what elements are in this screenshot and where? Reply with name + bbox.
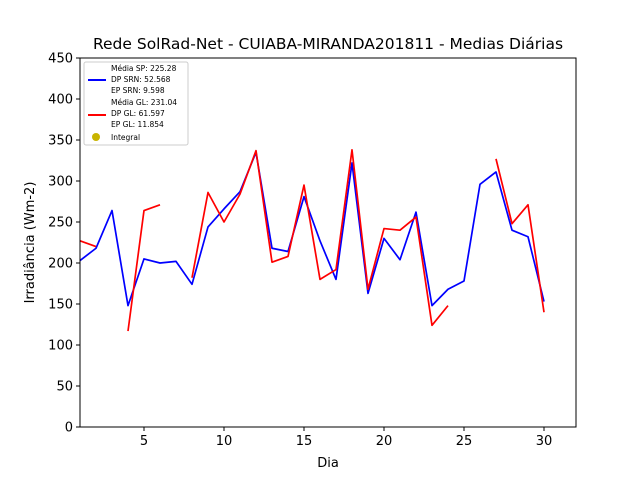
y-tick-label: 150 (48, 298, 73, 313)
series-line-gl (191, 148, 449, 327)
y-tick-label: 50 (56, 380, 73, 395)
plot-frame (79, 57, 577, 428)
x-axis-ticks: 5 10 15 20 25 30 (140, 427, 552, 449)
plot-lines (79, 148, 545, 332)
legend-gl-ep: EP GL: 11.854 (111, 120, 164, 129)
y-tick-label: 250 (48, 216, 73, 231)
y-tick-label: 100 (48, 339, 73, 354)
legend-sp-dp: DP SRN: 52.568 (111, 75, 171, 84)
y-tick-label: 400 (48, 93, 73, 108)
legend-gl-mean: Média GL: 231.04 (111, 98, 177, 107)
x-tick-label: 5 (140, 434, 148, 449)
y-tick-label: 450 (48, 52, 73, 67)
y-tick-label: 350 (48, 134, 73, 149)
x-axis-label: Dia (317, 456, 339, 471)
series-line-gl (79, 240, 97, 248)
x-tick-label: 10 (216, 434, 233, 449)
x-tick-label: 30 (536, 434, 553, 449)
y-axis-ticks: 0 50 100 150 200 250 300 350 400 450 (48, 52, 80, 436)
legend-sp-mean: Média SP: 225.28 (111, 64, 177, 73)
legend-integral-marker (92, 133, 100, 141)
chart-title: Rede SolRad-Net - CUIABA-MIRANDA201811 -… (93, 35, 563, 53)
legend-gl-dp: DP GL: 61.597 (111, 109, 165, 118)
y-tick-label: 200 (48, 257, 73, 272)
legend-integral-label: Integral (111, 133, 140, 142)
x-tick-label: 25 (456, 434, 473, 449)
series-line-gl (127, 203, 161, 332)
x-tick-label: 20 (376, 434, 393, 449)
legend-sp-ep: EP SRN: 9.598 (111, 86, 165, 95)
y-tick-label: 300 (48, 175, 73, 190)
series-line-sp (79, 151, 545, 307)
y-tick-label: 0 (65, 421, 73, 436)
legend-box (83, 61, 189, 146)
x-tick-label: 15 (296, 434, 313, 449)
legend: Média SP: 225.28 DP SRN: 52.568 EP SRN: … (83, 61, 189, 146)
series-line-gl (495, 158, 545, 313)
y-axis-label: Irradiância (Wm-2) (23, 182, 38, 304)
